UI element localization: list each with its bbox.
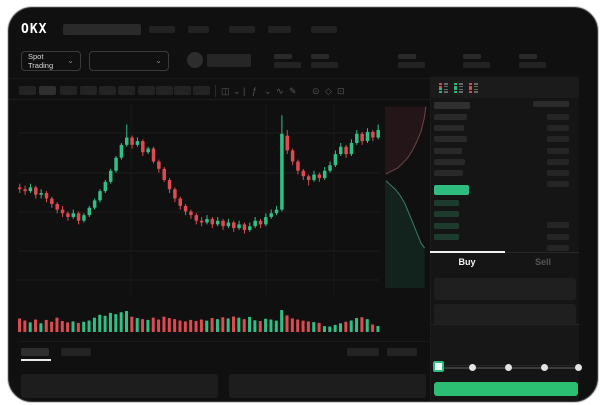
stat-value-skeleton-4 [519,62,546,68]
okx-logo: OKX [21,22,48,37]
interval-pill-6[interactable] [138,86,155,95]
interval-pill-2[interactable] [60,86,77,95]
bid-row-price-0[interactable] [434,200,459,206]
bottom-tab-underline [21,359,51,361]
panel-divider [430,76,431,401]
tab-buy[interactable]: Buy [458,257,476,267]
market-type-label: Spot Trading [28,52,54,70]
ask-row-amount-6[interactable] [547,181,569,188]
interval-pill-0[interactable] [19,86,36,95]
fullscreen-icon[interactable]: ⊡ [337,86,345,96]
interval-pill-5[interactable] [118,86,135,95]
interval-pill-1[interactable] [39,86,56,95]
bottom-tab-1[interactable] [61,348,91,356]
nav-item-skeleton-0[interactable] [149,26,175,33]
ask-row-amount-5[interactable] [547,170,569,176]
chevron-down-icon: ⌄ [155,56,162,65]
stat-value-skeleton-1 [311,62,338,68]
search-input[interactable] [63,24,141,35]
pair-name-skeleton [207,54,251,67]
stat-label-skeleton-1 [311,54,329,59]
orderbook-bids-icon[interactable] [453,82,464,94]
slider-stop-25[interactable] [469,364,476,371]
orderbook-combined-icon[interactable] [438,82,449,94]
magnet-icon[interactable]: ◇ [325,86,332,96]
order-book-header-price[interactable] [434,102,470,109]
toolbar-separator [215,85,216,97]
ask-row-amount-3[interactable] [547,147,569,154]
slider-stop-75[interactable] [541,364,548,371]
order-options-section [431,324,579,366]
line-tool-icon[interactable]: ∿ [276,86,284,96]
buy-tab-underline [430,251,505,253]
bottom-tab-3[interactable] [387,348,417,356]
ask-row-amount-2[interactable] [547,136,569,143]
toolbar-divider [9,99,430,100]
order-book-toolbar [431,77,579,98]
stat-value-skeleton-0 [274,62,301,68]
orderbook-asks-icon[interactable] [468,82,479,94]
amount-input[interactable] [434,304,576,327]
stat-value-skeleton-3 [463,62,490,68]
orders-panel-skeleton [229,374,426,398]
nav-item-skeleton-1[interactable] [188,26,209,33]
bottom-tab-0[interactable] [21,348,49,356]
camera-icon[interactable]: ⊙ [312,86,320,96]
stat-value-skeleton-2 [398,62,425,68]
interval-pill-3[interactable] [80,86,97,95]
app-window: OKX Spot Trading ⌄ ⌄ Buy Sell [8,7,598,402]
interval-pill-9[interactable] [193,86,210,95]
stat-label-skeleton-2 [398,54,416,59]
bid-row-amount-1[interactable] [547,222,569,229]
positions-panel-skeleton [21,374,218,398]
bottom-tab-2[interactable] [347,348,379,356]
chevron-down-icon[interactable]: ⌄ [233,86,241,96]
ask-row-amount-0[interactable] [547,114,569,120]
chart-footer-divider [18,341,430,342]
market-type-select[interactable]: Spot Trading ⌄ [21,51,81,71]
stat-label-skeleton-3 [463,54,481,59]
ask-row-price-1[interactable] [434,125,464,132]
candle-style-icon[interactable]: ◫ [221,86,230,96]
indicators-icon[interactable]: ƒ [252,86,258,96]
draw-icon[interactable]: ✎ [289,86,297,96]
interval-pill-7[interactable] [156,86,173,95]
pair-select[interactable]: ⌄ [89,51,169,71]
slider-stop-100[interactable] [575,364,582,371]
ask-row-price-4[interactable] [434,158,465,165]
toolbar-separator: | [243,86,246,96]
tab-sell[interactable]: Sell [534,257,551,267]
stat-label-skeleton-4 [519,54,537,59]
bid-row-amount-2[interactable] [547,233,569,240]
bid-row-price-1[interactable] [434,211,459,218]
nav-item-skeleton-2[interactable] [229,26,255,33]
interval-pill-8[interactable] [174,86,191,95]
price-input[interactable] [434,278,576,300]
ask-row-price-2[interactable] [434,136,467,143]
ask-row-amount-1[interactable] [547,125,569,132]
stat-label-skeleton-0 [274,54,292,59]
ask-row-price-3[interactable] [434,147,462,154]
bid-row-amount-3[interactable] [547,244,569,251]
bid-row-price-3[interactable] [434,233,459,240]
nav-item-skeleton-4[interactable] [311,26,337,33]
nav-item-skeleton-3[interactable] [268,26,291,33]
order-book-header-amount[interactable] [533,101,569,107]
ask-row-price-5[interactable] [434,170,463,176]
chevron-down-icon[interactable]: ⌄ [264,86,272,96]
chevron-down-icon: ⌄ [67,56,74,65]
header-divider [9,78,430,79]
slider-handle[interactable] [433,361,444,372]
ask-row-price-0[interactable] [434,114,467,120]
token-avatar [187,52,203,68]
slider-stop-50[interactable] [505,364,512,371]
interval-pill-4[interactable] [99,86,116,95]
bid-row-price-2[interactable] [434,222,459,229]
buy-submit-button[interactable] [434,382,578,396]
last-price-bar[interactable] [434,185,469,195]
ask-row-amount-4[interactable] [547,158,569,165]
